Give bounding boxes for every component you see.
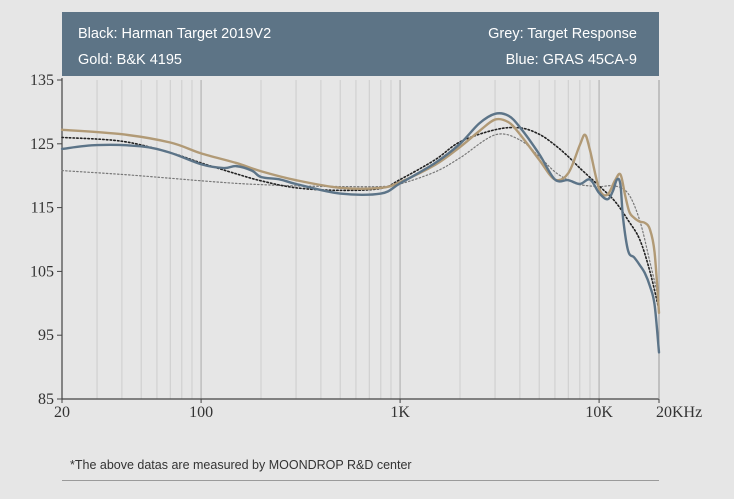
grid-lines: [96, 80, 600, 399]
y-tick-label: 135: [30, 72, 54, 89]
y-tick-label: 115: [31, 200, 54, 217]
series-line-gold: [60, 117, 661, 315]
legend-blue-label: Blue: GRAS 45CA-9: [505, 52, 637, 68]
series-line-grey: [61, 133, 660, 301]
series-line-blue: [60, 112, 661, 354]
footnote-divider: [62, 480, 659, 481]
x-tick-label: 100: [189, 404, 213, 421]
legend-banner: Black: Harman Target 2019V2 Gold: B&K 41…: [62, 12, 659, 76]
y-tick-label: 85: [38, 391, 54, 408]
x-tick-label: 20KHz: [656, 404, 702, 421]
x-tick-label: 10K: [585, 404, 613, 421]
series-lines: [60, 112, 661, 354]
legend-grey-label: Grey: Target Response: [488, 26, 637, 42]
y-tick-label: 95: [38, 327, 54, 344]
tick-labels: 85 95 105 115 125 135 20 100 1K 10K 20KHz: [30, 72, 702, 421]
legend-black-label: Black: Harman Target 2019V2: [78, 26, 272, 42]
x-tick-label: 1K: [390, 404, 410, 421]
footnote: *The above datas are measured by MOONDRO…: [70, 458, 412, 472]
legend-gold-label: Gold: B&K 4195: [78, 52, 182, 68]
x-tick-label: 20: [54, 404, 70, 421]
y-tick-label: 125: [30, 136, 54, 153]
series-line-black: [61, 126, 660, 311]
y-tick-label: 105: [30, 263, 54, 280]
